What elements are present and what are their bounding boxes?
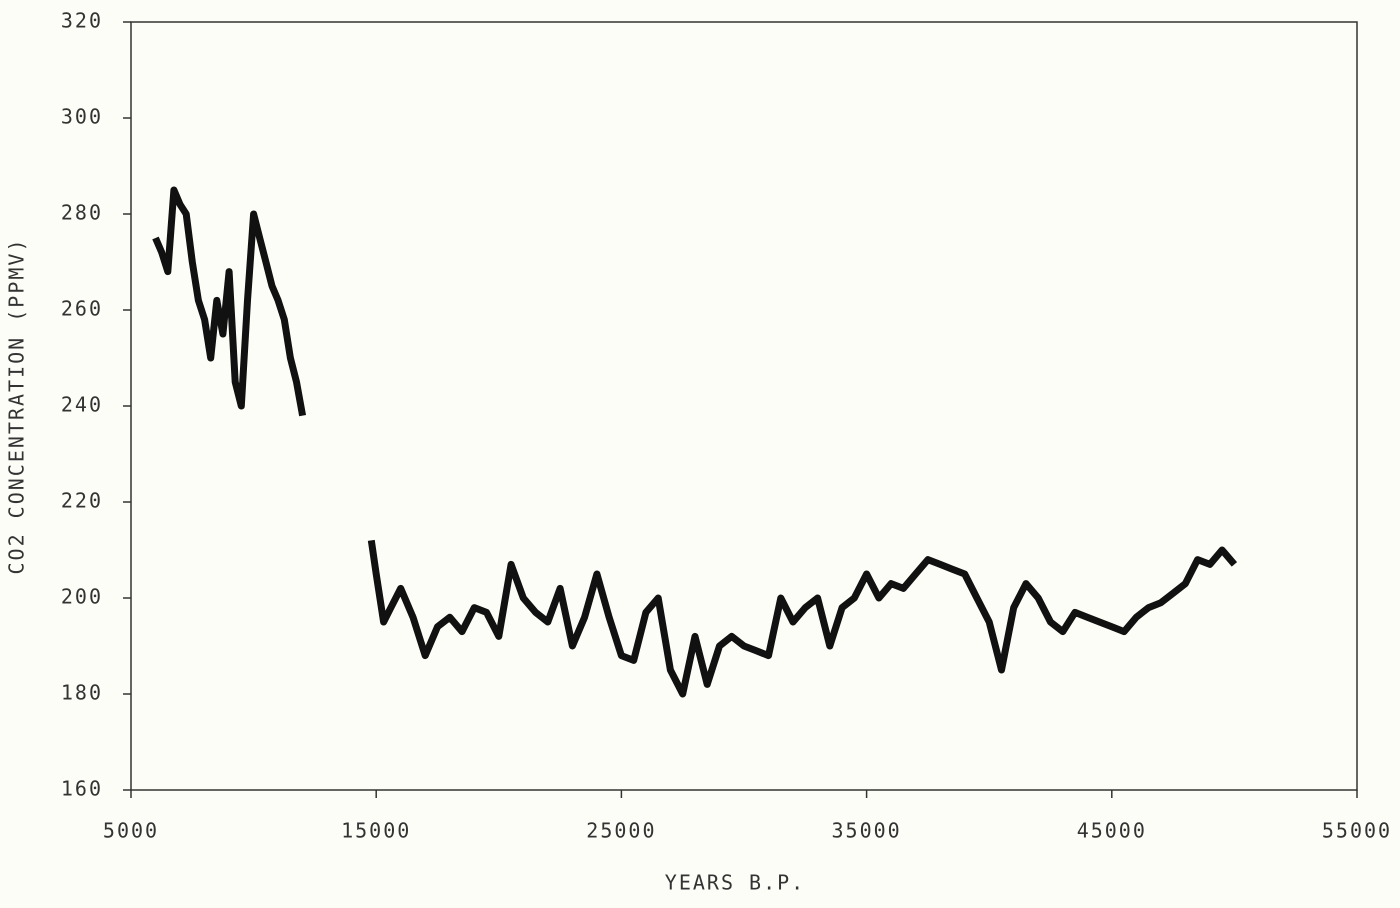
x-tick-label: 5000 [103,819,159,843]
x-axis-label: YEARS B.P. [665,871,805,895]
y-tick-label: 200 [61,585,103,609]
y-tick-label: 240 [61,393,103,417]
y-tick-label: 180 [61,681,103,705]
y-tick-label: 160 [61,777,103,801]
x-tick-label: 55000 [1322,819,1392,843]
data-line [152,186,1238,698]
x-tick-label: 25000 [586,819,656,843]
x-tick-label: 45000 [1077,819,1147,843]
plot-frame [130,21,1358,791]
x-tick-label: 15000 [341,819,411,843]
y-tick-label: 280 [61,201,103,225]
x-tick-label: 35000 [831,819,901,843]
y-tick-label: 300 [61,105,103,129]
y-axis-label: CO2 CONCENTRATION (PPMV) [5,238,29,575]
y-tick-label: 260 [61,297,103,321]
y-tick-label: 220 [61,489,103,513]
y-tick-label: 320 [61,9,103,33]
